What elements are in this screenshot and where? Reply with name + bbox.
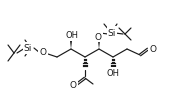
Polygon shape [98, 41, 100, 50]
Text: O: O [150, 45, 156, 54]
Text: Si: Si [108, 28, 116, 37]
Text: OH: OH [107, 69, 119, 78]
Polygon shape [70, 41, 72, 50]
Text: O: O [39, 48, 47, 57]
Text: OH: OH [65, 31, 79, 40]
Text: O: O [95, 32, 101, 41]
Text: O: O [70, 81, 76, 90]
Text: Si: Si [24, 44, 32, 53]
